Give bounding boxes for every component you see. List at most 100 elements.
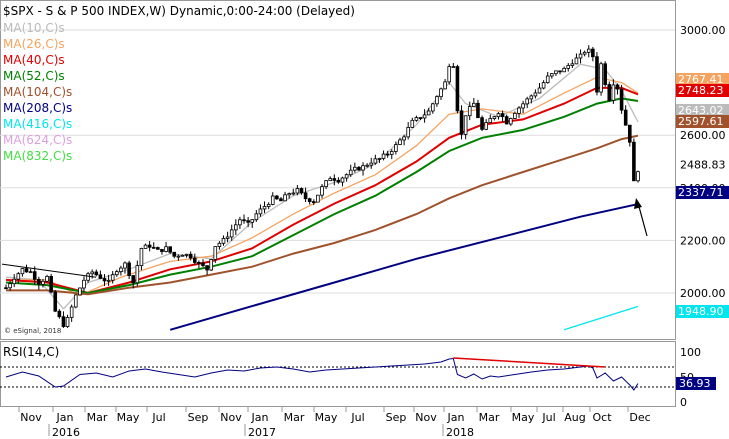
candle-body	[123, 262, 127, 269]
x-month-label: Mar	[284, 411, 305, 424]
candle-body	[115, 271, 119, 276]
value-badge-text: 1948.90	[678, 305, 724, 318]
candle-body	[151, 246, 156, 249]
candle-body	[496, 113, 501, 118]
candle-body	[32, 271, 37, 280]
price-pane	[0, 0, 676, 340]
value-badge-bg	[676, 186, 729, 199]
x-month-label: Nov	[415, 411, 437, 424]
candle-body	[106, 279, 111, 282]
candle-body	[414, 117, 419, 121]
candle-body	[402, 136, 406, 141]
candle-body	[135, 265, 140, 284]
candle-body	[192, 257, 197, 263]
candle-body	[266, 203, 271, 207]
legend-entry: MA(10,C)s	[3, 21, 65, 35]
candle-body	[463, 115, 468, 135]
value-badge-bg	[676, 305, 729, 318]
candle-body	[320, 186, 324, 196]
y-tick-label: 3000.00	[680, 24, 726, 37]
x-year-label: 2018	[446, 426, 474, 439]
candle-body	[197, 262, 201, 264]
candle-body	[311, 201, 316, 203]
rsi-y-tick: 100	[680, 346, 701, 359]
value-badge-bg	[676, 73, 729, 86]
candle-body	[623, 109, 628, 126]
candle-body	[176, 255, 181, 258]
candle-body	[57, 310, 62, 318]
candle-body	[385, 153, 390, 156]
candle-body	[435, 96, 439, 105]
candle-body	[270, 195, 275, 205]
candle-body	[603, 63, 607, 85]
candle-body	[426, 110, 431, 116]
candle-body	[184, 253, 189, 256]
value-badge-text: 2337.71	[678, 186, 724, 199]
candle-body	[574, 57, 579, 65]
candle-body	[299, 188, 304, 194]
candle-body	[168, 246, 172, 253]
candle-body	[373, 158, 378, 164]
x-month-label: Nov	[220, 411, 242, 424]
candle-body	[492, 116, 497, 119]
rsi-y-tick: 0	[680, 396, 687, 409]
candle-body	[632, 141, 636, 182]
candle-body	[361, 165, 365, 171]
candle-body	[213, 246, 218, 260]
candle-body	[394, 144, 398, 152]
value-badge-text: 2748.23	[678, 84, 724, 97]
candle-body	[225, 236, 230, 239]
candle-body	[283, 194, 287, 202]
candle-body	[209, 259, 213, 271]
candle-body	[147, 244, 152, 248]
candle-body	[73, 294, 78, 308]
candle-body	[336, 179, 341, 183]
candle-body	[443, 81, 447, 90]
candle-body	[250, 219, 255, 223]
candle-body	[545, 75, 550, 84]
candle-body	[591, 48, 595, 58]
value-badge-text: 2643.02	[678, 104, 724, 117]
legend-entry: MA(208,C)s	[3, 101, 72, 115]
value-badge-text: 2767.41	[678, 73, 724, 86]
candle-body	[246, 220, 250, 223]
legend-entry: MA(832,C)s	[3, 149, 72, 163]
candle-body	[595, 56, 599, 93]
candle-body	[418, 117, 423, 119]
candle-body	[529, 95, 534, 100]
candle-body	[102, 278, 107, 282]
x-month-label: Jul	[541, 411, 555, 424]
candle-body	[537, 87, 542, 94]
candle-body	[8, 283, 12, 289]
x-month-label: Aug	[564, 411, 585, 424]
rsi-divergence-line	[453, 357, 606, 368]
candle-body	[4, 287, 8, 290]
candle-body	[607, 84, 612, 101]
candle-body	[582, 51, 587, 55]
arrow-annotation	[634, 198, 648, 237]
watermark: © eSignal, 2018	[4, 327, 61, 335]
chart-title: $SPX - S & P 500 INDEX,W) Dynamic,0:00-2…	[3, 4, 355, 18]
rsi-value-badge	[676, 377, 716, 390]
candle-body	[467, 106, 472, 117]
x-month-label: May	[315, 411, 338, 424]
candle-body	[316, 194, 320, 203]
candle-body	[16, 273, 21, 280]
y-tick-label: 2200.00	[680, 234, 726, 247]
candle-body	[586, 48, 591, 53]
candle-body	[180, 254, 185, 257]
candle-body	[156, 247, 160, 250]
x-month-label: Mar	[479, 411, 500, 424]
candle-body	[258, 208, 263, 215]
y-tick-label: 2600.00	[680, 129, 726, 142]
candle-body	[332, 178, 337, 181]
candle-body	[262, 206, 267, 210]
x-year-label: 2016	[52, 426, 80, 439]
x-month-label: May	[512, 411, 535, 424]
candle-body	[24, 268, 29, 273]
candle-body	[377, 158, 382, 160]
candle-body	[365, 164, 369, 167]
trendline	[1, 263, 97, 278]
candle-body	[324, 180, 328, 188]
candle-body	[508, 118, 513, 125]
